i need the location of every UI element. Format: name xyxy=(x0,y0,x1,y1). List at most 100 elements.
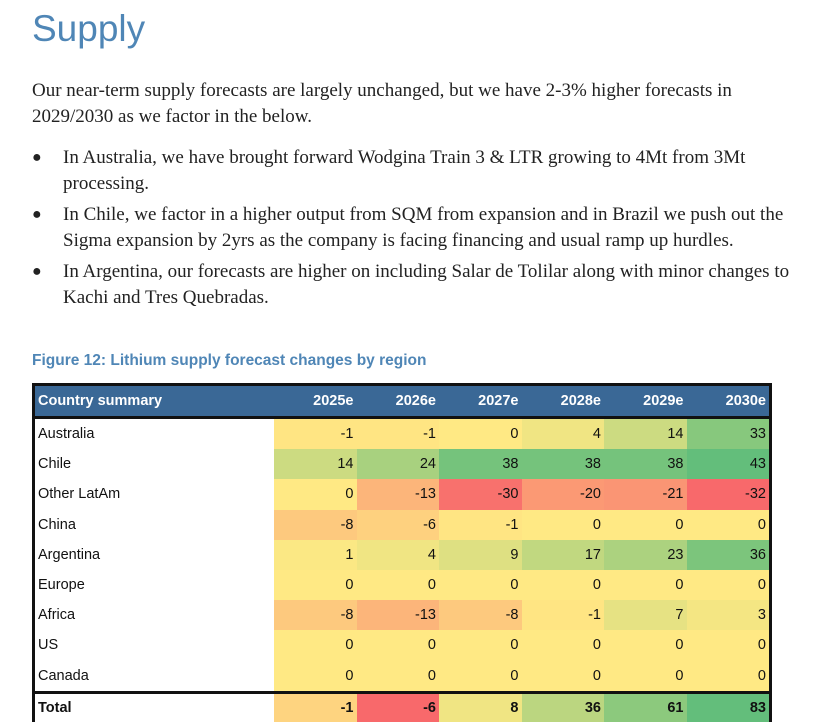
value-cell: 17 xyxy=(521,539,604,570)
value-cell: -13 xyxy=(356,600,439,631)
country-cell: Chile xyxy=(35,449,274,480)
value-cell: 0 xyxy=(686,509,769,540)
value-cell: 0 xyxy=(274,630,357,661)
value-cell: -8 xyxy=(274,600,357,631)
value-cell: 3 xyxy=(686,600,769,631)
value-cell: 0 xyxy=(439,417,522,450)
bullet-item: ● In Argentina, our forecasts are higher … xyxy=(32,259,792,310)
value-cell: 14 xyxy=(274,449,357,480)
bullet-dot-icon: ● xyxy=(32,149,42,166)
table-row: Other LatAm 0 -13 -30 -20 -21 -32 xyxy=(35,479,769,510)
bullet-list: ● In Australia, we have brought forward W… xyxy=(32,145,792,316)
country-cell: China xyxy=(35,509,274,540)
bullet-text: In Argentina, our forecasts are higher o… xyxy=(63,261,790,308)
value-cell: 36 xyxy=(521,690,604,722)
value-cell: 0 xyxy=(274,660,357,693)
country-cell: Europe xyxy=(35,569,274,601)
value-cell: -21 xyxy=(604,479,687,510)
value-cell: 4 xyxy=(521,417,604,450)
intro-paragraph: Our near-term supply forecasts are large… xyxy=(32,80,732,127)
table-row: China -8 -6 -1 0 0 0 xyxy=(35,509,769,540)
header-year: 2029e xyxy=(604,386,687,419)
value-cell: 0 xyxy=(686,660,769,693)
bullet-dot-icon: ● xyxy=(32,206,42,223)
header-year: 2028e xyxy=(521,386,604,419)
value-cell: 1 xyxy=(274,539,357,570)
value-cell: 0 xyxy=(604,630,687,661)
value-cell: 0 xyxy=(604,569,687,601)
table-row: US 0 0 0 0 0 0 xyxy=(35,630,769,661)
value-cell: -1 xyxy=(521,600,604,631)
bullet-item: ● In Chile, we factor in a higher output … xyxy=(32,202,792,253)
value-cell: 0 xyxy=(439,569,522,601)
value-cell: 61 xyxy=(604,690,687,722)
total-label: Total xyxy=(35,690,274,722)
figure-title: Figure 12: Lithium supply forecast chang… xyxy=(32,352,427,369)
value-cell: -1 xyxy=(356,417,439,450)
value-cell: -6 xyxy=(356,690,439,722)
value-cell: 0 xyxy=(274,569,357,601)
value-cell: -30 xyxy=(439,479,522,510)
value-cell: 9 xyxy=(439,539,522,570)
value-cell: 0 xyxy=(439,660,522,693)
bullet-text: In Chile, we factor in a higher output f… xyxy=(63,204,784,251)
country-cell: Australia xyxy=(35,417,274,450)
value-cell: 36 xyxy=(686,539,769,570)
value-cell: 0 xyxy=(604,660,687,693)
country-cell: Argentina xyxy=(35,539,274,570)
country-cell: US xyxy=(35,630,274,661)
value-cell: 0 xyxy=(604,509,687,540)
value-cell: 24 xyxy=(356,449,439,480)
bullet-dot-icon: ● xyxy=(32,263,42,280)
table-row: Africa -8 -13 -8 -1 7 3 xyxy=(35,600,769,631)
value-cell: 0 xyxy=(686,630,769,661)
page-heading: Supply xyxy=(32,8,146,49)
value-cell: 14 xyxy=(604,417,687,450)
value-cell: -6 xyxy=(356,509,439,540)
total-row: Total -1 -6 8 36 61 83 xyxy=(35,690,769,722)
value-cell: 23 xyxy=(604,539,687,570)
value-cell: 8 xyxy=(439,690,522,722)
value-cell: -1 xyxy=(439,509,522,540)
value-cell: 0 xyxy=(356,630,439,661)
value-cell: 38 xyxy=(604,449,687,480)
header-year: 2027e xyxy=(439,386,522,419)
header-country: Country summary xyxy=(35,386,274,419)
country-cell: Africa xyxy=(35,600,274,631)
value-cell: 0 xyxy=(521,509,604,540)
table-row: Chile 14 24 38 38 38 43 xyxy=(35,449,769,480)
bullet-text: In Australia, we have brought forward Wo… xyxy=(63,147,746,194)
table-row: Argentina 1 4 9 17 23 36 xyxy=(35,539,769,570)
supply-table-container: Country summary 2025e 2026e 2027e 2028e … xyxy=(32,383,772,722)
value-cell: 83 xyxy=(686,690,769,722)
value-cell: -8 xyxy=(439,600,522,631)
value-cell: 0 xyxy=(686,569,769,601)
value-cell: 4 xyxy=(356,539,439,570)
value-cell: -13 xyxy=(356,479,439,510)
value-cell: 0 xyxy=(521,569,604,601)
value-cell: -1 xyxy=(274,417,357,450)
value-cell: -8 xyxy=(274,509,357,540)
value-cell: 38 xyxy=(439,449,522,480)
value-cell: 0 xyxy=(274,479,357,510)
table-row: Australia -1 -1 0 4 14 33 xyxy=(35,417,769,450)
value-cell: -1 xyxy=(274,690,357,722)
value-cell: 33 xyxy=(686,417,769,450)
value-cell: 7 xyxy=(604,600,687,631)
value-cell: 0 xyxy=(356,569,439,601)
value-cell: -20 xyxy=(521,479,604,510)
table-row: Canada 0 0 0 0 0 0 xyxy=(35,660,769,693)
value-cell: 0 xyxy=(439,630,522,661)
table-body: Australia -1 -1 0 4 14 33 Chile 14 24 38 38 38 43 Othe… xyxy=(35,417,769,722)
supply-forecast-table: Country summary 2025e 2026e 2027e 2028e … xyxy=(35,386,769,722)
value-cell: 0 xyxy=(521,630,604,661)
bullet-item: ● In Australia, we have brought forward W… xyxy=(32,145,792,196)
header-year: 2026e xyxy=(356,386,439,419)
table-row: Europe 0 0 0 0 0 0 xyxy=(35,569,769,601)
value-cell: 38 xyxy=(521,449,604,480)
value-cell: 0 xyxy=(521,660,604,693)
value-cell: 43 xyxy=(686,449,769,480)
country-cell: Other LatAm xyxy=(35,479,274,510)
header-year: 2025e xyxy=(274,386,357,419)
value-cell: -32 xyxy=(686,479,769,510)
